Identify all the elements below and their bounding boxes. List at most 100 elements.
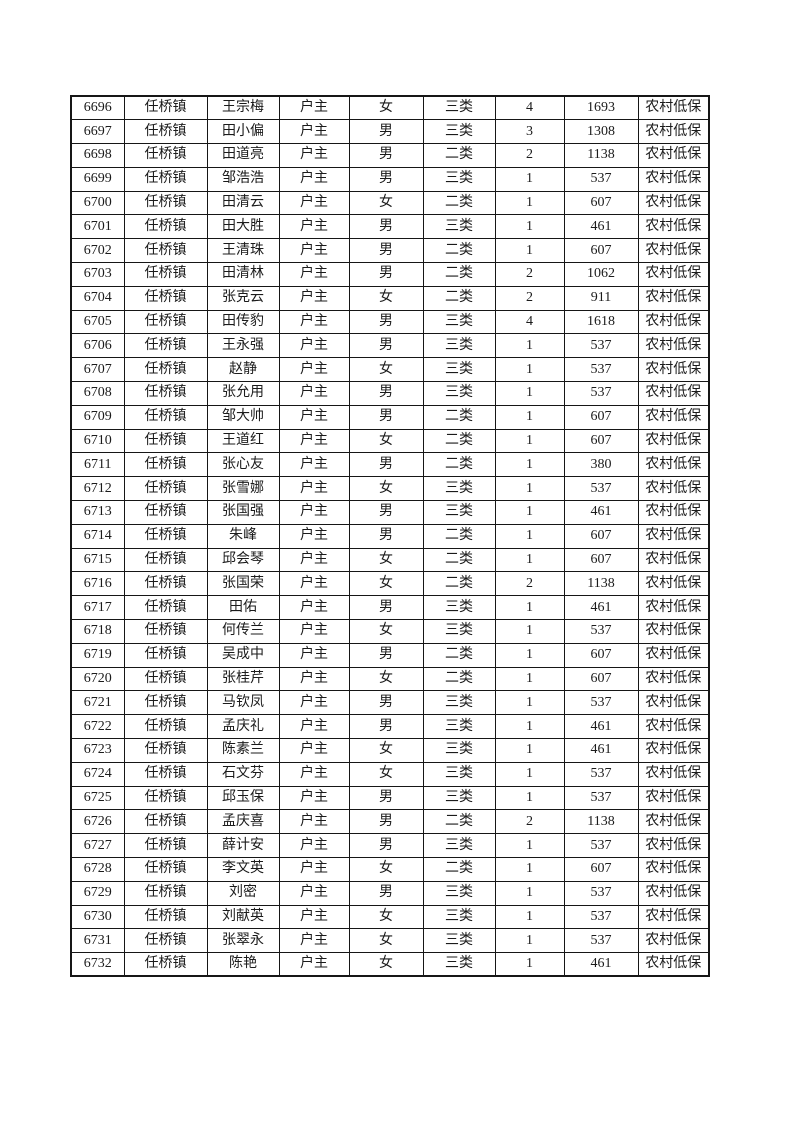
cell-name: 李文英: [206, 857, 280, 882]
cell-town: 任桥镇: [123, 428, 208, 454]
cell-town: 任桥镇: [123, 785, 208, 811]
cell-subsidy-type: 农村低保: [637, 143, 710, 168]
cell-name: 赵静: [206, 357, 280, 383]
cell-amount: 1062: [563, 262, 639, 287]
cell-town: 任桥镇: [123, 285, 208, 311]
cell-person-count: 1: [494, 666, 565, 692]
cell-person-count: 1: [494, 404, 565, 430]
cell-serial-number: 6706: [70, 333, 125, 359]
cell-amount: 1693: [563, 95, 639, 121]
cell-name: 邹浩浩: [206, 166, 280, 192]
cell-person-count: 1: [494, 595, 565, 621]
cell-town: 任桥镇: [123, 476, 208, 502]
cell-name: 朱峰: [206, 523, 280, 549]
cell-category: 三类: [422, 381, 496, 406]
cell-person-count: 1: [494, 833, 565, 858]
cell-amount: 537: [563, 761, 639, 787]
cell-relation-to-head: 户主: [278, 833, 350, 858]
cell-town: 任桥镇: [123, 809, 208, 835]
cell-amount: 461: [563, 214, 639, 240]
cell-category: 二类: [422, 428, 496, 454]
cell-subsidy-type: 农村低保: [637, 952, 710, 977]
cell-amount: 537: [563, 166, 639, 192]
cell-person-count: 4: [494, 95, 565, 121]
cell-serial-number: 6715: [70, 547, 125, 573]
cell-name: 田小偏: [206, 119, 280, 145]
table-row: 6709 任桥镇 邹大帅 户主男二类 1 607 农村低保: [70, 404, 710, 430]
cell-gender: 男: [348, 333, 424, 359]
table-row: 6732 任桥镇 陈艳 户主女三类 1 461 农村低保: [70, 952, 710, 977]
cell-relation-to-head: 户主: [278, 690, 350, 716]
cell-person-count: 1: [494, 738, 565, 763]
cell-relation-to-head: 户主: [278, 571, 350, 597]
cell-gender: 男: [348, 714, 424, 740]
cell-category: 二类: [422, 452, 496, 478]
cell-town: 任桥镇: [123, 95, 208, 121]
cell-subsidy-type: 农村低保: [637, 309, 710, 335]
cell-gender: 男: [348, 452, 424, 478]
cell-serial-number: 6717: [70, 595, 125, 621]
cell-serial-number: 6726: [70, 809, 125, 835]
cell-name: 陈艳: [206, 952, 280, 977]
cell-amount: 537: [563, 619, 639, 644]
cell-subsidy-type: 农村低保: [637, 547, 710, 573]
cell-subsidy-type: 农村低保: [637, 738, 710, 763]
cell-relation-to-head: 户主: [278, 190, 350, 216]
cell-town: 任桥镇: [123, 357, 208, 383]
cell-town: 任桥镇: [123, 119, 208, 145]
cell-town: 任桥镇: [123, 571, 208, 597]
table-row: 6698 任桥镇 田道亮 户主男二类 2 1138 农村低保: [70, 143, 710, 168]
cell-person-count: 3: [494, 119, 565, 145]
table-row: 6706 任桥镇 王永强 户主男三类 1 537 农村低保: [70, 333, 710, 359]
cell-gender: 男: [348, 642, 424, 668]
cell-name: 田大胜: [206, 214, 280, 240]
table-row: 6718 任桥镇 何传兰 户主女三类 1 537 农村低保: [70, 619, 710, 644]
cell-category: 三类: [422, 476, 496, 502]
cell-name: 吴成中: [206, 642, 280, 668]
cell-amount: 911: [563, 285, 639, 311]
table-row: 6700 任桥镇 田清云 户主女二类 1 607 农村低保: [70, 190, 710, 216]
cell-category: 三类: [422, 595, 496, 621]
cell-town: 任桥镇: [123, 690, 208, 716]
cell-town: 任桥镇: [123, 761, 208, 787]
cell-category: 三类: [422, 880, 496, 906]
cell-relation-to-head: 户主: [278, 857, 350, 882]
cell-serial-number: 6703: [70, 262, 125, 287]
cell-name: 王宗梅: [206, 95, 280, 121]
table-row: 6728 任桥镇 李文英 户主女二类 1 607 农村低保: [70, 857, 710, 882]
cell-amount: 607: [563, 666, 639, 692]
cell-gender: 男: [348, 238, 424, 264]
cell-gender: 男: [348, 523, 424, 549]
cell-category: 三类: [422, 309, 496, 335]
cell-serial-number: 6712: [70, 476, 125, 502]
table-row: 6715 任桥镇 邱会琴 户主女二类 1 607 农村低保: [70, 547, 710, 573]
cell-serial-number: 6714: [70, 523, 125, 549]
cell-town: 任桥镇: [123, 333, 208, 359]
cell-relation-to-head: 户主: [278, 238, 350, 264]
cell-town: 任桥镇: [123, 928, 208, 954]
cell-gender: 女: [348, 547, 424, 573]
cell-name: 王清珠: [206, 238, 280, 264]
cell-town: 任桥镇: [123, 262, 208, 287]
cell-category: 三类: [422, 119, 496, 145]
cell-category: 三类: [422, 214, 496, 240]
cell-category: 二类: [422, 404, 496, 430]
table-row: 6730 任桥镇 刘献英 户主女三类 1 537 农村低保: [70, 904, 710, 930]
cell-serial-number: 6697: [70, 119, 125, 145]
cell-relation-to-head: 户主: [278, 595, 350, 621]
cell-serial-number: 6709: [70, 404, 125, 430]
cell-subsidy-type: 农村低保: [637, 262, 710, 287]
table-row: 6710 任桥镇 王道红 户主女二类 1 607 农村低保: [70, 428, 710, 454]
cell-category: 三类: [422, 761, 496, 787]
cell-category: 二类: [422, 642, 496, 668]
cell-category: 二类: [422, 547, 496, 573]
cell-relation-to-head: 户主: [278, 500, 350, 525]
cell-person-count: 1: [494, 785, 565, 811]
cell-town: 任桥镇: [123, 190, 208, 216]
cell-gender: 女: [348, 904, 424, 930]
cell-amount: 537: [563, 928, 639, 954]
cell-gender: 女: [348, 761, 424, 787]
cell-town: 任桥镇: [123, 500, 208, 525]
cell-gender: 男: [348, 809, 424, 835]
cell-relation-to-head: 户主: [278, 285, 350, 311]
